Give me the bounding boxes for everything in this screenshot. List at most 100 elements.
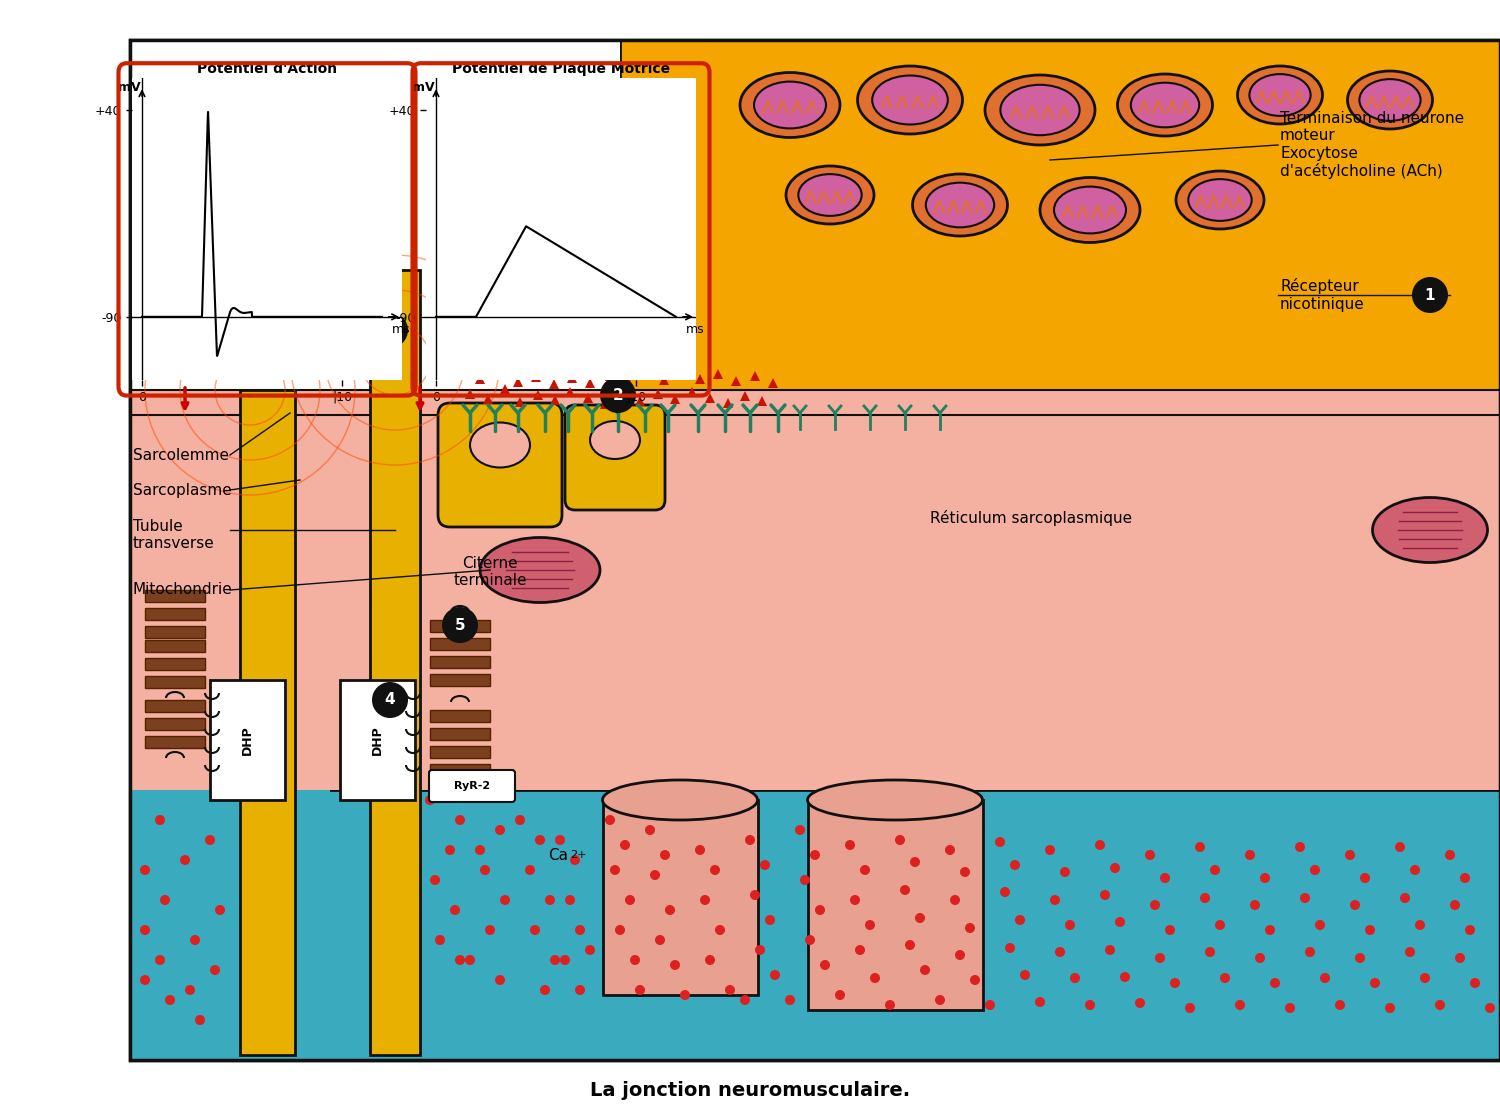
Circle shape	[372, 312, 408, 348]
Circle shape	[1360, 873, 1370, 883]
Polygon shape	[566, 387, 574, 397]
Circle shape	[1450, 900, 1460, 910]
Ellipse shape	[1176, 171, 1264, 229]
Circle shape	[570, 855, 580, 865]
Ellipse shape	[480, 537, 600, 602]
Text: RyR-2: RyR-2	[454, 781, 490, 791]
Circle shape	[450, 905, 460, 915]
Text: Terminaison du neurone
moteur
Exocytose
d'acétylcholine (ACh): Terminaison du neurone moteur Exocytose …	[1280, 111, 1464, 179]
Ellipse shape	[470, 423, 530, 468]
Circle shape	[1110, 863, 1120, 873]
Circle shape	[1120, 972, 1130, 982]
Circle shape	[986, 1000, 994, 1010]
Circle shape	[1470, 978, 1480, 988]
Ellipse shape	[1250, 74, 1311, 116]
Circle shape	[900, 885, 910, 895]
Circle shape	[424, 794, 435, 805]
Circle shape	[970, 975, 980, 985]
Bar	[240, 391, 296, 1055]
Bar	[146, 626, 206, 638]
Ellipse shape	[912, 173, 1008, 236]
Circle shape	[716, 925, 724, 935]
Polygon shape	[495, 369, 506, 379]
Circle shape	[1466, 925, 1474, 935]
Text: DHP: DHP	[240, 725, 254, 755]
Circle shape	[1354, 953, 1365, 963]
Circle shape	[140, 925, 150, 935]
Circle shape	[1310, 865, 1320, 875]
Circle shape	[430, 875, 439, 885]
Polygon shape	[676, 368, 687, 378]
Circle shape	[740, 995, 750, 1005]
Circle shape	[1210, 865, 1219, 875]
Text: La jonction neuromusculaire.: La jonction neuromusculaire.	[590, 1081, 910, 1100]
Ellipse shape	[786, 166, 874, 224]
Circle shape	[821, 960, 830, 970]
Circle shape	[1335, 1000, 1346, 1010]
Circle shape	[525, 865, 536, 875]
Polygon shape	[549, 379, 560, 389]
Circle shape	[1320, 974, 1330, 982]
Polygon shape	[640, 370, 651, 380]
Circle shape	[964, 923, 975, 933]
Circle shape	[1420, 974, 1430, 982]
Polygon shape	[532, 391, 543, 399]
Circle shape	[140, 865, 150, 875]
Circle shape	[1395, 841, 1406, 852]
Ellipse shape	[590, 421, 640, 459]
Circle shape	[566, 895, 574, 905]
Circle shape	[1286, 1003, 1294, 1013]
Ellipse shape	[798, 175, 861, 216]
Circle shape	[1200, 893, 1210, 903]
Circle shape	[724, 985, 735, 995]
Circle shape	[1365, 925, 1376, 935]
Ellipse shape	[1054, 187, 1126, 234]
Circle shape	[1410, 865, 1420, 875]
Bar	[146, 640, 206, 652]
Circle shape	[600, 377, 636, 413]
Bar	[146, 718, 206, 730]
Polygon shape	[514, 397, 525, 407]
Circle shape	[770, 970, 780, 980]
Circle shape	[859, 865, 870, 875]
Ellipse shape	[807, 780, 982, 820]
Circle shape	[1316, 920, 1324, 930]
Circle shape	[844, 840, 855, 850]
Circle shape	[1414, 920, 1425, 930]
Polygon shape	[616, 391, 627, 401]
Circle shape	[1234, 1000, 1245, 1010]
Circle shape	[1305, 947, 1316, 957]
Circle shape	[710, 865, 720, 875]
Text: Mitochondrie: Mitochondrie	[134, 583, 232, 598]
Bar	[808, 800, 982, 1010]
Circle shape	[1136, 998, 1144, 1008]
Circle shape	[664, 905, 675, 915]
Circle shape	[920, 965, 930, 975]
Ellipse shape	[1118, 74, 1212, 137]
Circle shape	[960, 867, 970, 877]
Circle shape	[574, 985, 585, 995]
Circle shape	[476, 845, 484, 855]
Circle shape	[1106, 946, 1114, 955]
Circle shape	[1406, 947, 1414, 957]
Circle shape	[694, 845, 705, 855]
Bar	[370, 270, 420, 1055]
Circle shape	[165, 995, 176, 1005]
Bar	[130, 391, 1500, 415]
Circle shape	[500, 895, 510, 905]
Ellipse shape	[1372, 498, 1488, 563]
Bar	[430, 709, 490, 722]
Ellipse shape	[871, 75, 948, 124]
Text: 1: 1	[1425, 288, 1436, 302]
Text: Récepteur
nicotinique: Récepteur nicotinique	[1280, 279, 1365, 312]
Circle shape	[915, 913, 926, 923]
Circle shape	[795, 825, 806, 835]
Circle shape	[1264, 925, 1275, 935]
Polygon shape	[567, 373, 578, 383]
Circle shape	[746, 835, 754, 845]
Circle shape	[610, 865, 620, 875]
Circle shape	[1084, 1000, 1095, 1010]
FancyBboxPatch shape	[438, 403, 562, 527]
Text: ms: ms	[686, 322, 705, 336]
Polygon shape	[483, 394, 494, 404]
